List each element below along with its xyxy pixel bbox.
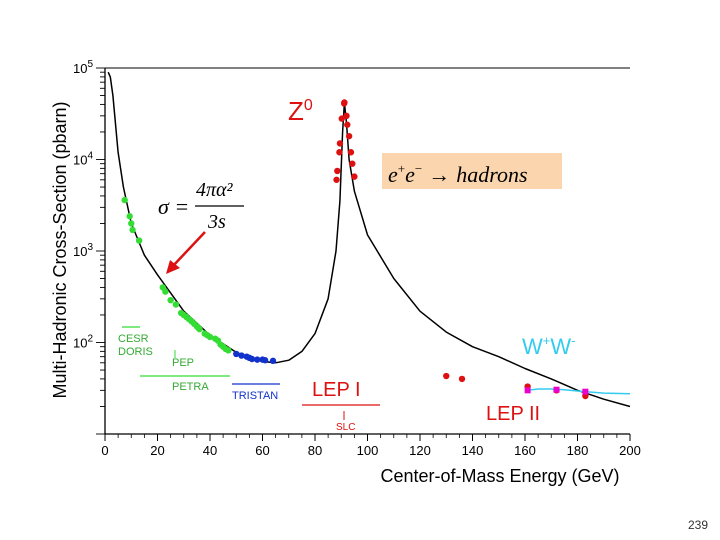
doris-label: DORIS: [118, 346, 153, 358]
data-point: [248, 355, 256, 363]
y-ticks: 102 103 104 105: [73, 59, 105, 435]
data-point: [347, 149, 355, 156]
data-point: [345, 132, 353, 140]
data-point: [162, 288, 169, 295]
data-point: [172, 301, 180, 308]
data-point: [343, 112, 350, 120]
formula-denominator: 3s: [207, 211, 226, 233]
data-point: [121, 196, 128, 204]
data-point: [128, 220, 135, 227]
data-point: [336, 149, 343, 156]
process-box: [382, 153, 562, 189]
y-tick-label: 102: [73, 334, 93, 351]
process-label: e+e− → hadrons: [388, 161, 528, 187]
x-tick-label: 140: [462, 443, 484, 458]
data-points: [121, 99, 589, 400]
curve-theory: [107, 71, 631, 408]
x-tick-label: 20: [150, 443, 164, 458]
data-point: [196, 325, 203, 333]
data-point: [349, 160, 356, 167]
x-tick-label: 60: [255, 443, 269, 458]
data-point: [135, 237, 143, 244]
petra-label: PETRA: [172, 381, 209, 393]
x-axis-label: Center-of-Mass Energy (GeV): [380, 466, 619, 486]
data-point: [269, 357, 277, 365]
x-ticks: 0 20 40 60 80 100 120 140 160 180 200: [101, 434, 641, 458]
data-point: [458, 375, 466, 383]
data-point: [341, 99, 348, 106]
data-point: [233, 350, 240, 358]
x-tick-label: 100: [357, 443, 379, 458]
page-number: 239: [687, 518, 708, 532]
x-tick-label: 120: [409, 443, 431, 458]
ww-minus: -: [571, 333, 575, 348]
curve-ww-curve: [527, 388, 631, 395]
x-tick-label: 0: [101, 443, 108, 458]
process-e1: e: [388, 162, 398, 187]
data-point: [338, 115, 345, 122]
lep1-label: LEP I: [312, 379, 361, 401]
ww-label: W+W-: [522, 333, 575, 359]
data-point: [238, 352, 245, 359]
curves: [107, 71, 631, 408]
data-point: [254, 356, 261, 363]
y-axis-label: Multi-Hadronic Cross-Section (pbarn): [50, 101, 70, 398]
data-point: [261, 357, 269, 364]
process-plus: +: [398, 161, 405, 176]
y-tick-label: 105: [73, 59, 93, 76]
data-point: [225, 347, 232, 354]
pep-label: PEP: [172, 357, 194, 369]
data-point: [553, 386, 560, 393]
ww-w1: W: [522, 334, 543, 359]
formula-arrow-shaft: [171, 231, 206, 268]
data-point: [443, 372, 450, 380]
z0-main: Z: [288, 96, 304, 126]
y-tick-label: 104: [73, 151, 93, 168]
formula-sigma: σ =: [158, 194, 189, 219]
data-point: [167, 296, 174, 304]
x-tick-label: 200: [619, 443, 641, 458]
data-point: [351, 173, 358, 180]
data-point: [129, 226, 136, 234]
data-point: [336, 140, 344, 147]
data-point: [206, 333, 214, 341]
data-point: [344, 121, 351, 128]
ww-plus: +: [543, 333, 551, 348]
process-arrow: →: [428, 162, 450, 187]
data-point: [126, 213, 133, 220]
tristan-label: TRISTAN: [232, 390, 278, 402]
ww-w2: W: [550, 334, 571, 359]
x-tick-label: 160: [514, 443, 536, 458]
process-hadrons: hadrons: [456, 162, 527, 187]
cesr-label: CESR: [118, 333, 149, 345]
data-point: [524, 387, 531, 394]
formula-arrow-head: [166, 260, 180, 274]
data-point: [582, 388, 589, 395]
x-tick-label: 180: [567, 443, 589, 458]
data-point: [334, 167, 341, 175]
process-minus: −: [415, 161, 422, 176]
process-e2: e: [405, 162, 415, 187]
lep2-label: LEP II: [486, 403, 540, 425]
z0-sup: 0: [304, 97, 313, 114]
data-point: [333, 176, 340, 183]
x-tick-label: 80: [308, 443, 322, 458]
z0-label: Z0: [288, 96, 313, 126]
formula-numerator: 4πα²: [196, 179, 234, 201]
y-tick-label: 103: [73, 242, 93, 259]
slc-label: SLC: [336, 422, 355, 433]
x-tick-label: 40: [203, 443, 217, 458]
